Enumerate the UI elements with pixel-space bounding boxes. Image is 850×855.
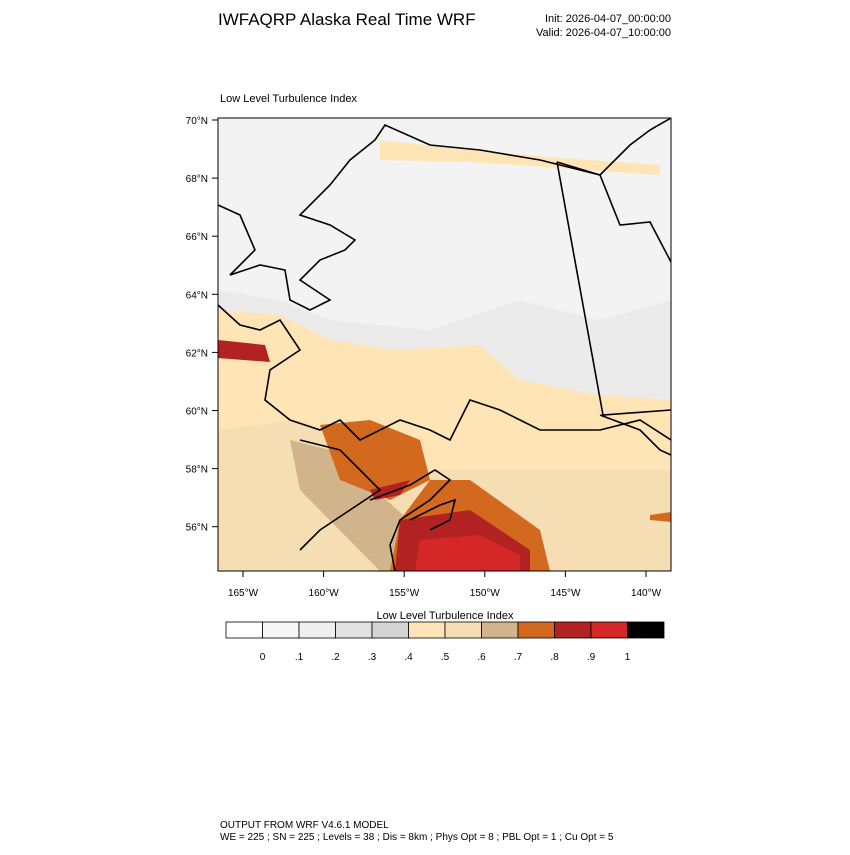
footer-line: WE = 225 ; SN = 225 ; Levels = 38 ; Dis … <box>220 832 614 843</box>
colorbar-label: .6 <box>477 652 486 663</box>
lon-label: 140°W <box>631 588 662 599</box>
init-time: Init: 2026-04-07_00:00:00 <box>545 13 671 25</box>
colorbar-box <box>444 621 482 639</box>
colorbar-box <box>481 621 519 639</box>
lon-label: 165°W <box>228 588 259 599</box>
colorbar-label: .9 <box>587 652 596 663</box>
colorbar-box <box>408 621 446 639</box>
lat-label: 62°N <box>186 348 208 359</box>
colorbar-label: .8 <box>550 652 559 663</box>
colorbar-box <box>371 621 409 639</box>
colorbar-box <box>225 621 263 639</box>
colorbar-label: .7 <box>514 652 523 663</box>
title: IWFAQRP Alaska Real Time WRF <box>218 10 476 29</box>
colorbar-label: .1 <box>295 652 304 663</box>
lat-label: 68°N <box>186 174 208 185</box>
lon-label: 155°W <box>389 588 420 599</box>
map-field <box>218 118 671 571</box>
footer-line: OUTPUT FROM WRF V4.6.1 MODEL <box>220 820 389 831</box>
map-title: Low Level Turbulence Index <box>220 93 357 105</box>
colorbar-box <box>517 621 555 639</box>
colorbar-label: .4 <box>404 652 413 663</box>
valid-time: Valid: 2026-04-07_10:00:00 <box>536 27 671 39</box>
colorbar-label: .3 <box>368 652 377 663</box>
map-frame <box>217 117 672 572</box>
colorbar-label: 1 <box>625 652 631 663</box>
lon-label: 145°W <box>550 588 581 599</box>
lat-label: 56°N <box>186 523 208 534</box>
colorbar-label: .2 <box>331 652 340 663</box>
colorbar-box <box>298 621 336 639</box>
lon-label: 160°W <box>309 588 340 599</box>
colorbar-label: 0 <box>260 652 266 663</box>
lat-label: 66°N <box>186 232 208 243</box>
colorbar-box <box>590 621 628 639</box>
colorbar-box <box>554 621 592 639</box>
colorbar-box <box>335 621 373 639</box>
colorbar-box <box>627 621 665 639</box>
lat-label: 58°N <box>186 465 208 476</box>
lat-label: 60°N <box>186 407 208 418</box>
colorbar-label: .5 <box>441 652 450 663</box>
colorbar-box <box>262 621 300 639</box>
colorbar-title: Low Level Turbulence Index <box>377 610 514 622</box>
lat-label: 64°N <box>186 290 208 301</box>
lat-label: 70°N <box>186 116 208 127</box>
lon-label: 150°W <box>470 588 501 599</box>
